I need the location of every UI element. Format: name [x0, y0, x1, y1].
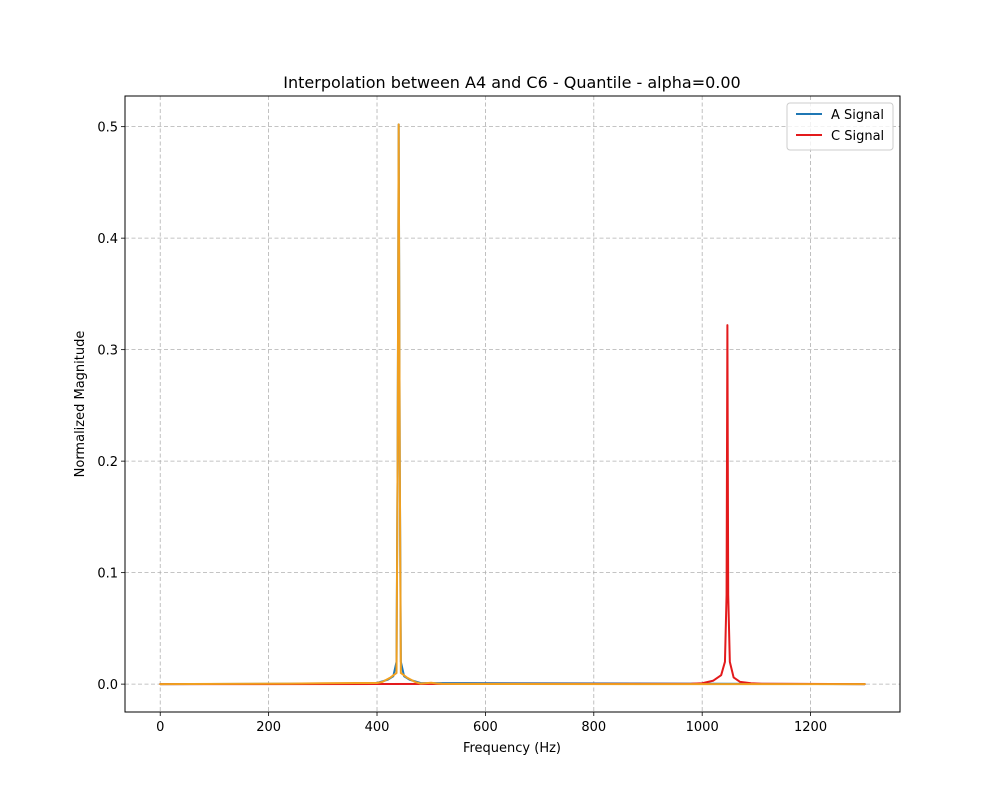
grid-layer: [125, 96, 900, 712]
series-line-a-signal: [159, 123, 866, 686]
x-tick-label: 600: [473, 720, 498, 735]
y-axis: 0.0 0.1 0.2 0.3 0.4 0.5: [97, 121, 125, 693]
legend-label-c-signal: C Signal: [831, 129, 884, 144]
y-tick-label: 0.1: [97, 567, 118, 582]
series-line-c-signal: [159, 324, 866, 686]
x-tick-label: 0: [156, 720, 164, 735]
x-tick-label: 1000: [686, 720, 719, 735]
x-tick-label: 200: [256, 720, 281, 735]
series-layer: [159, 123, 866, 686]
x-axis-label: Frequency (Hz): [463, 741, 561, 756]
y-tick-label: 0.0: [97, 678, 118, 693]
chart-title: Interpolation between A4 and C6 - Quanti…: [283, 73, 740, 92]
x-tick-label: 800: [581, 720, 606, 735]
y-tick-label: 0.5: [97, 121, 118, 136]
y-tick-label: 0.2: [97, 455, 118, 470]
plot-area-frame: [124, 95, 901, 713]
series-line-series-3: [159, 123, 866, 686]
y-axis-label: Normalized Magnitude: [73, 331, 88, 478]
legend-label-a-signal: A Signal: [831, 108, 884, 123]
x-axis: 0 200 400 600 800 1000 1200: [156, 712, 827, 735]
y-tick-label: 0.3: [97, 344, 118, 359]
y-tick-label: 0.4: [97, 232, 118, 247]
x-tick-label: 400: [365, 720, 390, 735]
legend: A Signal C Signal: [786, 102, 894, 151]
x-tick-label: 1200: [794, 720, 827, 735]
